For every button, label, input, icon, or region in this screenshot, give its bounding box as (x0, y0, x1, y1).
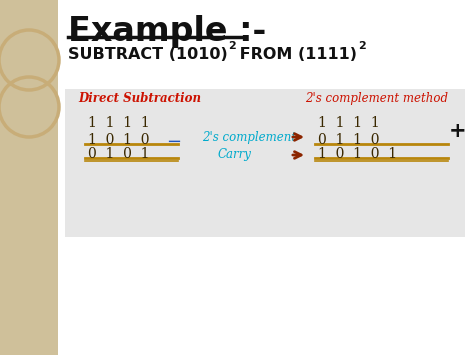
Text: 0  1  1  0: 0 1 1 0 (318, 133, 380, 147)
Text: −: − (166, 133, 181, 151)
Text: 1  0  1  0  1: 1 0 1 0 1 (318, 147, 397, 161)
Text: SUBTRACT (1010): SUBTRACT (1010) (68, 47, 228, 62)
Text: 1  1  1  1: 1 1 1 1 (88, 116, 150, 130)
Text: 2's complement: 2's complement (202, 131, 296, 144)
Text: Example :-: Example :- (68, 15, 266, 48)
Text: Carry: Carry (218, 148, 252, 161)
Text: 2: 2 (358, 41, 366, 51)
Text: 2: 2 (228, 41, 236, 51)
Text: 1  0  1  0: 1 0 1 0 (88, 133, 149, 147)
Text: 0  1  0  1: 0 1 0 1 (88, 147, 149, 161)
Text: 1  1  1  1: 1 1 1 1 (318, 116, 380, 130)
Text: Direct Subtraction: Direct Subtraction (78, 92, 201, 105)
Text: 2's complement method: 2's complement method (305, 92, 448, 105)
Text: FROM (1111): FROM (1111) (234, 47, 357, 62)
Bar (65, 89, 465, 237)
Bar (0, 0, 58, 355)
Text: +: + (449, 121, 466, 141)
